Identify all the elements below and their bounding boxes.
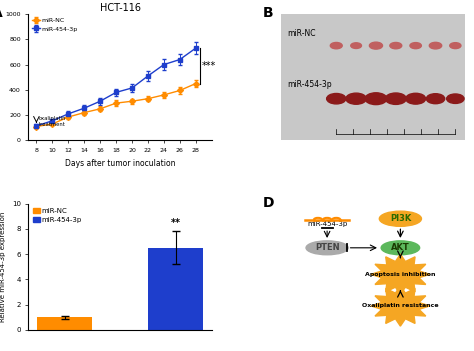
Text: PI3K: PI3K	[390, 214, 411, 223]
Ellipse shape	[327, 93, 346, 104]
Ellipse shape	[390, 42, 402, 49]
Text: D: D	[263, 196, 274, 210]
Bar	[37, 317, 92, 330]
Ellipse shape	[379, 211, 421, 226]
Text: Apoptosis inhibition: Apoptosis inhibition	[365, 272, 436, 277]
Ellipse shape	[346, 93, 366, 104]
Legend: miR-NC, miR-454-3p: miR-NC, miR-454-3p	[32, 17, 78, 32]
Polygon shape	[371, 286, 430, 326]
Ellipse shape	[429, 42, 442, 49]
Y-axis label: Relative miR-454-3p expression: Relative miR-454-3p expression	[0, 212, 6, 322]
Ellipse shape	[306, 241, 348, 255]
Text: A: A	[0, 6, 2, 20]
Ellipse shape	[426, 94, 445, 104]
Legend: miR-NC, miR-454-3p: miR-NC, miR-454-3p	[32, 207, 82, 224]
Polygon shape	[371, 254, 430, 294]
Text: oxaliplatin
treatment: oxaliplatin treatment	[39, 117, 66, 127]
Text: miR-454-3p: miR-454-3p	[287, 80, 331, 89]
Text: B: B	[263, 6, 273, 20]
Ellipse shape	[351, 43, 362, 48]
Text: PTEN: PTEN	[315, 243, 339, 252]
Text: **: **	[171, 218, 181, 228]
Text: AKT: AKT	[391, 243, 410, 252]
Ellipse shape	[369, 42, 383, 49]
Ellipse shape	[410, 42, 421, 49]
Text: Oxaliplatin resistance: Oxaliplatin resistance	[362, 303, 439, 309]
Text: miR-NC: miR-NC	[287, 29, 315, 38]
X-axis label: Days after tumor inoculation: Days after tumor inoculation	[65, 159, 175, 167]
Bar	[148, 248, 203, 330]
Title: HCT-116: HCT-116	[100, 3, 141, 13]
Ellipse shape	[450, 43, 461, 48]
Ellipse shape	[330, 42, 342, 49]
Ellipse shape	[385, 93, 406, 104]
Text: miR-454-3p: miR-454-3p	[307, 221, 347, 227]
Ellipse shape	[406, 93, 426, 104]
Text: ***: ***	[202, 61, 216, 71]
Ellipse shape	[447, 94, 464, 104]
Ellipse shape	[381, 241, 419, 255]
Ellipse shape	[365, 93, 387, 105]
